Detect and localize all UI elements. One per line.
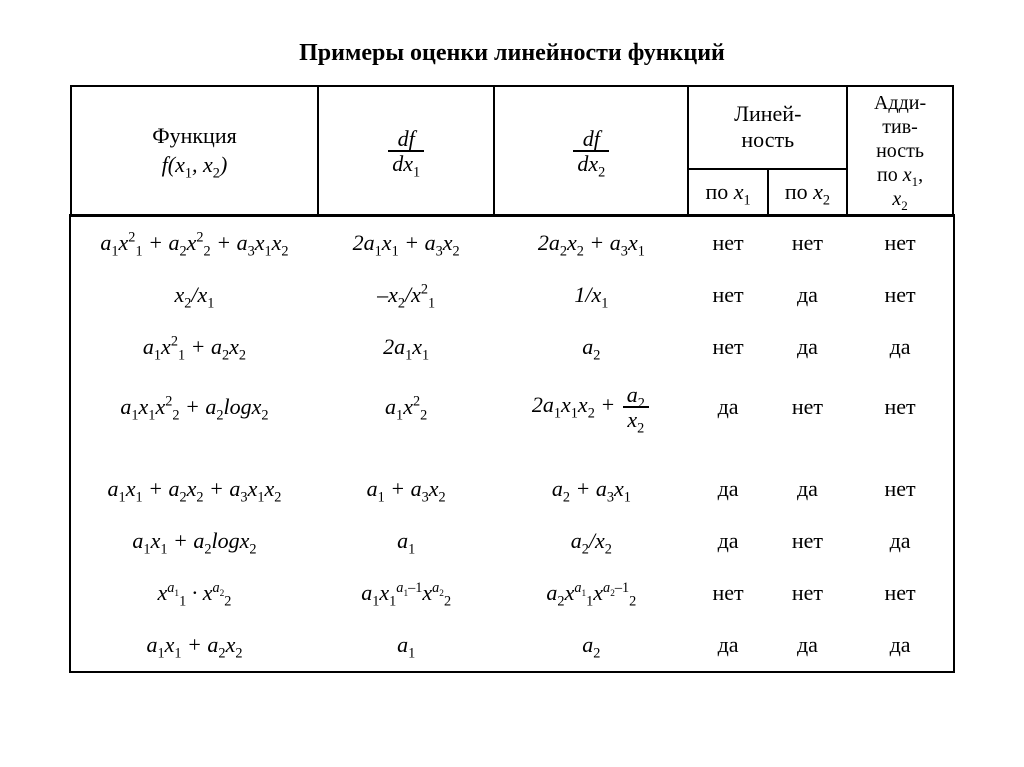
- page-title: Примеры оценки линейности функций: [70, 40, 954, 67]
- hdr-additivity: Адди-тив-ностьпо x1,x2: [847, 86, 953, 216]
- hdr-dfdx1: df dx1: [318, 86, 494, 216]
- table-row-gap: [71, 441, 953, 463]
- hdr-function: Функция f(x1, x2): [71, 86, 318, 216]
- table-row: xa11 · xa22 a1x1a1–1xa22 a2xa11xa2–12 не…: [71, 567, 953, 619]
- table-row: a1x1 + a2logx2 a1 a2/x2 да нет да: [71, 515, 953, 567]
- table-row: a1x1x22 + a2logx2 a1x22 2a1x1x2 + a2 x2 …: [71, 373, 953, 441]
- hdr-dfdx2: df dx2: [494, 86, 688, 216]
- hdr-by-x2: по x2: [768, 169, 847, 216]
- linearity-table: Функция f(x1, x2) df dx1 df dx2: [70, 85, 954, 671]
- table-row: a1x1 + a2x2 + a3x1x2 a1 + a3x2 a2 + a3x1…: [71, 463, 953, 515]
- hdr-by-x1: по x1: [688, 169, 767, 216]
- hdr-linearity: Линей-ность: [688, 86, 847, 169]
- table-row: a1x21 + a2x22 + a3x1x2 2a1x1 + a3x2 2a2x…: [71, 216, 953, 269]
- table-row: x2/x1 –x2/x21 1/x1 нет да нет: [71, 269, 953, 321]
- table-row: a1x21 + a2x2 2a1x1 a2 нет да да: [71, 321, 953, 373]
- table-row: a1x1 + a2x2 a1 a2 да да да: [71, 619, 953, 671]
